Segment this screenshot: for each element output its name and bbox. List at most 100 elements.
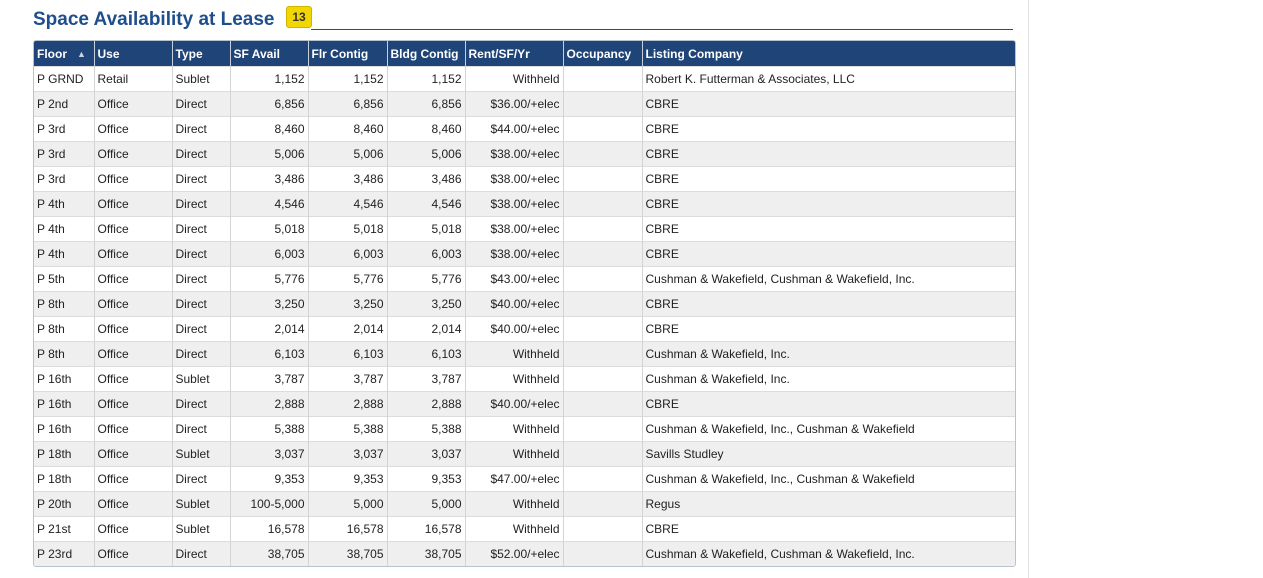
cell-sf-avail: 6,856 bbox=[230, 91, 309, 117]
cell-occupancy bbox=[563, 316, 643, 342]
cell-floor: P 16th bbox=[34, 366, 95, 392]
cell-flr-contig: 16,578 bbox=[308, 516, 388, 542]
cell-use: Retail bbox=[94, 66, 173, 92]
table-row[interactable]: P 8th Office Direct 3,250 3,250 3,250 $40.00/+… bbox=[34, 291, 1015, 317]
table-row[interactable]: P 3rd Office Direct 3,486 3,486 3,486 $38.00/+… bbox=[34, 166, 1015, 192]
cell-occupancy bbox=[563, 266, 643, 292]
cell-rent: $38.00/+elec bbox=[465, 241, 564, 267]
table-row[interactable]: P 3rd Office Direct 8,460 8,460 8,460 $44.00/+… bbox=[34, 116, 1015, 142]
cell-floor: P 4th bbox=[34, 191, 95, 217]
cell-sf-avail: 38,705 bbox=[230, 541, 309, 566]
cell-floor: P 5th bbox=[34, 266, 95, 292]
cell-occupancy bbox=[563, 216, 643, 242]
cell-rent: $38.00/+elec bbox=[465, 191, 564, 217]
cell-occupancy bbox=[563, 66, 643, 92]
column-header-occupancy[interactable]: Occupancy bbox=[563, 41, 643, 67]
column-header-floor[interactable]: Floor ▲ bbox=[34, 41, 95, 67]
table-row[interactable]: P 4th Office Direct 4,546 4,546 4,546 $38.00/+… bbox=[34, 191, 1015, 217]
cell-rent: $43.00/+elec bbox=[465, 266, 564, 292]
table-row[interactable]: P 20th Office Sublet 100-5,000 5,000 5,000 Wit… bbox=[34, 491, 1015, 517]
cell-floor: P 20th bbox=[34, 491, 95, 517]
column-header-use[interactable]: Use bbox=[94, 41, 173, 67]
cell-flr-contig: 6,103 bbox=[308, 341, 388, 367]
cell-bldg-contig: 1,152 bbox=[387, 66, 466, 92]
column-header-sf-avail[interactable]: SF Avail bbox=[230, 41, 309, 67]
table-row[interactable]: P 8th Office Direct 2,014 2,014 2,014 $40.00/+… bbox=[34, 316, 1015, 342]
cell-floor: P 2nd bbox=[34, 91, 95, 117]
cell-rent: $40.00/+elec bbox=[465, 316, 564, 342]
cell-flr-contig: 2,888 bbox=[308, 391, 388, 417]
cell-flr-contig: 4,546 bbox=[308, 191, 388, 217]
column-header-bldg-contig[interactable]: Bldg Contig bbox=[387, 41, 466, 67]
cell-rent: $47.00/+elec bbox=[465, 466, 564, 492]
cell-type: Direct bbox=[172, 91, 231, 117]
table-row[interactable]: P GRND Retail Sublet 1,152 1,152 1,152 Withhel… bbox=[34, 66, 1015, 92]
cell-type: Direct bbox=[172, 466, 231, 492]
cell-use: Office bbox=[94, 116, 173, 142]
cell-bldg-contig: 9,353 bbox=[387, 466, 466, 492]
cell-type: Sublet bbox=[172, 441, 231, 467]
cell-type: Direct bbox=[172, 266, 231, 292]
cell-sf-avail: 6,103 bbox=[230, 341, 309, 367]
cell-floor: P 16th bbox=[34, 416, 95, 442]
table-row[interactable]: P 4th Office Direct 5,018 5,018 5,018 $38.00/+… bbox=[34, 216, 1015, 242]
cell-flr-contig: 9,353 bbox=[308, 466, 388, 492]
cell-type: Sublet bbox=[172, 366, 231, 392]
cell-sf-avail: 9,353 bbox=[230, 466, 309, 492]
cell-listing-company: Regus bbox=[642, 491, 1015, 517]
cell-flr-contig: 6,003 bbox=[308, 241, 388, 267]
table-row[interactable]: P 18th Office Sublet 3,037 3,037 3,037 Withhel… bbox=[34, 441, 1015, 467]
cell-use: Office bbox=[94, 366, 173, 392]
table-row[interactable]: P 2nd Office Direct 6,856 6,856 6,856 $36.00/+… bbox=[34, 91, 1015, 117]
column-header-listing-company[interactable]: Listing Company bbox=[642, 41, 1015, 67]
cell-bldg-contig: 6,003 bbox=[387, 241, 466, 267]
cell-floor: P 4th bbox=[34, 216, 95, 242]
column-header-type[interactable]: Type bbox=[172, 41, 231, 67]
table-row[interactable]: P 4th Office Direct 6,003 6,003 6,003 $38.00/+… bbox=[34, 241, 1015, 267]
cell-type: Direct bbox=[172, 291, 231, 317]
cell-sf-avail: 2,888 bbox=[230, 391, 309, 417]
table-row[interactable]: P 23rd Office Direct 38,705 38,705 38,705 $52.… bbox=[34, 541, 1015, 566]
table-row[interactable]: P 3rd Office Direct 5,006 5,006 5,006 $38.00/+… bbox=[34, 141, 1015, 167]
cell-listing-company: Cushman & Wakefield, Inc., Cushman & Wak… bbox=[642, 466, 1015, 492]
cell-occupancy bbox=[563, 466, 643, 492]
column-header-rent[interactable]: Rent/SF/Yr bbox=[465, 41, 564, 67]
cell-occupancy bbox=[563, 516, 643, 542]
table-row[interactable]: P 5th Office Direct 5,776 5,776 5,776 $43.00/+… bbox=[34, 266, 1015, 292]
table-row[interactable]: P 16th Office Direct 5,388 5,388 5,388 Withhel… bbox=[34, 416, 1015, 442]
cell-listing-company: CBRE bbox=[642, 291, 1015, 317]
cell-flr-contig: 3,787 bbox=[308, 366, 388, 392]
cell-sf-avail: 5,388 bbox=[230, 416, 309, 442]
cell-use: Office bbox=[94, 141, 173, 167]
cell-use: Office bbox=[94, 541, 173, 566]
cell-bldg-contig: 4,546 bbox=[387, 191, 466, 217]
table-row[interactable]: P 18th Office Direct 9,353 9,353 9,353 $47.00/… bbox=[34, 466, 1015, 492]
cell-bldg-contig: 5,776 bbox=[387, 266, 466, 292]
cell-flr-contig: 1,152 bbox=[308, 66, 388, 92]
table-row[interactable]: P 8th Office Direct 6,103 6,103 6,103 Withheld… bbox=[34, 341, 1015, 367]
cell-use: Office bbox=[94, 316, 173, 342]
cell-floor: P 3rd bbox=[34, 116, 95, 142]
table-row[interactable]: P 16th Office Sublet 3,787 3,787 3,787 Withhel… bbox=[34, 366, 1015, 392]
section-header: Space Availability at Lease 13 bbox=[33, 4, 1013, 32]
sort-ascending-icon: ▲ bbox=[77, 48, 86, 59]
column-header-flr-contig[interactable]: Flr Contig bbox=[308, 41, 388, 67]
table-row[interactable]: P 21st Office Sublet 16,578 16,578 16,578 With… bbox=[34, 516, 1015, 542]
cell-occupancy bbox=[563, 416, 643, 442]
cell-sf-avail: 3,486 bbox=[230, 166, 309, 192]
cell-sf-avail: 5,018 bbox=[230, 216, 309, 242]
table-row[interactable]: P 16th Office Direct 2,888 2,888 2,888 $40.00/… bbox=[34, 391, 1015, 417]
cell-bldg-contig: 5,000 bbox=[387, 491, 466, 517]
cell-bldg-contig: 5,018 bbox=[387, 216, 466, 242]
cell-use: Office bbox=[94, 466, 173, 492]
cell-use: Office bbox=[94, 241, 173, 267]
cell-bldg-contig: 2,014 bbox=[387, 316, 466, 342]
cell-floor: P 3rd bbox=[34, 141, 95, 167]
cell-listing-company: CBRE bbox=[642, 191, 1015, 217]
cell-sf-avail: 3,037 bbox=[230, 441, 309, 467]
cell-flr-contig: 5,388 bbox=[308, 416, 388, 442]
cell-occupancy bbox=[563, 166, 643, 192]
cell-occupancy bbox=[563, 541, 643, 566]
cell-bldg-contig: 38,705 bbox=[387, 541, 466, 566]
cell-rent: $40.00/+elec bbox=[465, 291, 564, 317]
